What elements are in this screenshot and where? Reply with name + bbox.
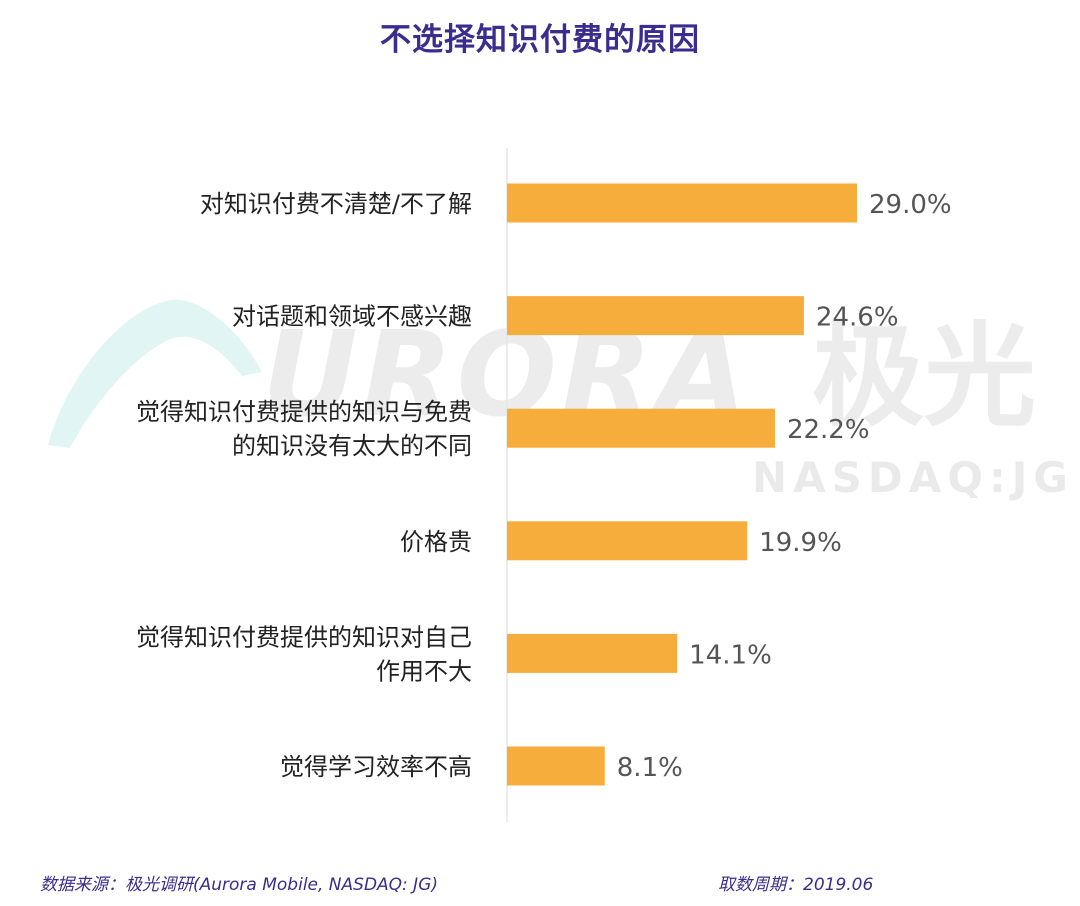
bar-4 xyxy=(507,633,678,673)
data-period-note: 取数周期：2019.06 xyxy=(718,875,874,895)
category-label-2: 觉得知识付费提供的知识与免费的知识没有太大的不同 xyxy=(136,398,472,460)
value-label-5: 8.1% xyxy=(617,753,683,783)
category-label-1: 对话题和领域不感兴趣 xyxy=(232,303,472,331)
category-label-5: 觉得学习效率不高 xyxy=(280,753,472,781)
value-label-0: 29.0% xyxy=(869,190,952,220)
category-label-line: 觉得知识付费提供的知识与免费 xyxy=(136,398,472,426)
category-label-line: 对话题和领域不感兴趣 xyxy=(232,303,472,331)
value-label-4: 14.1% xyxy=(689,640,772,670)
category-label-line: 觉得学习效率不高 xyxy=(280,753,472,781)
bar-3 xyxy=(507,521,748,561)
bar-0 xyxy=(507,183,858,223)
category-label-line: 对知识付费不清楚/不了解 xyxy=(200,190,472,218)
category-label-4: 觉得知识付费提供的知识对自己作用不大 xyxy=(136,623,472,685)
watermark-brand-cn: 极光 xyxy=(812,312,1036,442)
chart-title: 不选择知识付费的原因 xyxy=(380,22,700,58)
category-label-3: 价格贵 xyxy=(400,528,472,556)
watermark-ticker: NASDAQ:JG xyxy=(752,453,1074,502)
data-source-note: 数据来源：极光调研(Aurora Mobile, NASDAQ: JG) xyxy=(40,875,438,895)
category-label-line: 的知识没有太大的不同 xyxy=(232,432,472,460)
aurora-logo-shape xyxy=(48,299,262,448)
category-label-line: 觉得知识付费提供的知识对自己 xyxy=(136,623,472,651)
category-label-line: 作用不大 xyxy=(376,657,472,685)
value-label-2: 22.2% xyxy=(787,415,870,445)
bar-5 xyxy=(507,746,605,786)
category-label-0: 对知识付费不清楚/不了解 xyxy=(200,190,472,218)
chart-marks: 29.0% 对知识付费不清楚/不了解 24.6% 对话题和领域不感兴趣 22.2% 觉得知… xyxy=(136,183,952,786)
category-label-line: 价格贵 xyxy=(400,528,472,556)
bar-1 xyxy=(507,296,804,336)
value-label-3: 19.9% xyxy=(759,528,842,558)
bar-2 xyxy=(507,408,775,448)
value-label-1: 24.6% xyxy=(816,303,899,333)
